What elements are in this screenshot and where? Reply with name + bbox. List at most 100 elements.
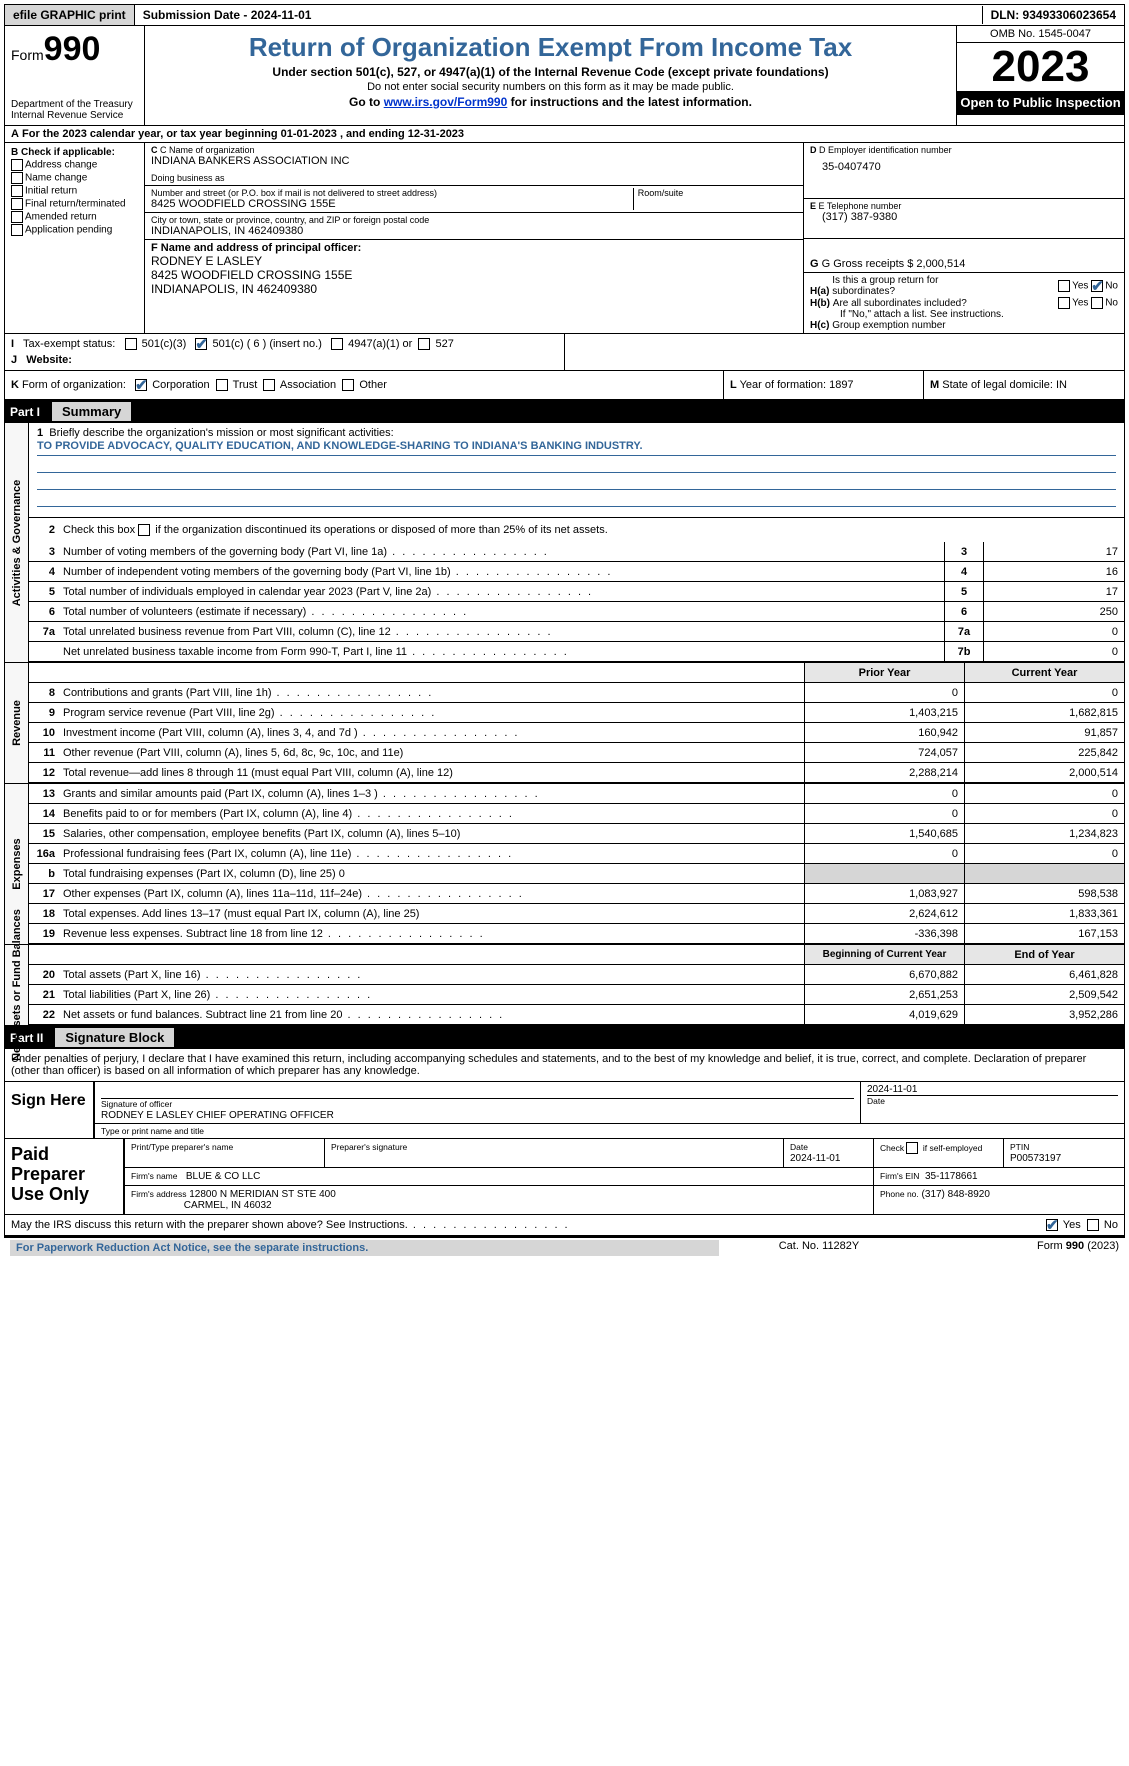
discuss-text: May the IRS discuss this return with the… [11,1219,1046,1231]
officer-addr2: INDIANAPOLIS, IN 462409380 [151,282,797,296]
chk-4947[interactable] [331,338,343,350]
gross-receipts-label: G Gross receipts $ [822,258,914,270]
paid-preparer-block: Paid Preparer Use Only Print/Type prepar… [4,1139,1125,1215]
tax-year: 2023 [957,43,1124,91]
form-org-label: Form of organization: [22,379,126,391]
form-990-page: efile GRAPHIC print Submission Date - 20… [0,0,1129,1262]
vlabel-net-assets: Net Assets or Fund Balances [5,945,29,1025]
sig-name-label: Type or print name and title [95,1124,210,1138]
chk-self-employed[interactable] [906,1142,918,1154]
chk-527[interactable] [418,338,430,350]
state-domicile: M State of legal domicile: IN [924,371,1124,399]
chk-final-return[interactable]: Final return/terminated [11,198,138,210]
h-a-text: Is this a group return for subordinates? [832,275,982,297]
line-8: 8Contributions and grants (Part VIII, li… [29,683,1124,703]
part-1-header: Part I Summary [4,400,1125,423]
row-i-right [565,334,1124,370]
chk-assoc[interactable] [263,379,275,391]
cat-no: Cat. No. 11282Y [719,1240,919,1256]
open-to-public: Open to Public Inspection [957,91,1124,115]
city-label: City or town, state or province, country… [151,215,797,225]
goto-pre: Go to [349,95,384,109]
row-k-form-org: K Form of organization: Corporation Trus… [5,371,724,399]
chk-address-change[interactable]: Address change [11,159,138,171]
subtitle-2: Do not enter social security numbers on … [153,81,948,93]
discuss-yesno: Yes No [1046,1219,1118,1231]
subtitle-1: Under section 501(c), 527, or 4947(a)(1)… [153,65,948,79]
header-left: Form990 Department of the Treasury Inter… [5,26,145,125]
signature-intro: Under penalties of perjury, I declare th… [4,1049,1125,1082]
city-box: City or town, state or province, country… [145,213,803,240]
chk-name-change[interactable]: Name change [11,172,138,184]
h-b-text: Are all subordinates included? [833,298,983,309]
paperwork-notice: For Paperwork Reduction Act Notice, see … [10,1240,719,1256]
line-5: 5Total number of individuals employed in… [29,582,1124,602]
officer-name: RODNEY E LASLEY [151,254,797,268]
row-i: I Tax-exempt status: 501(c)(3) 501(c) ( … [5,334,565,370]
chk-corp[interactable] [135,379,147,391]
street-label: Number and street (or P.O. box if mail i… [151,188,629,198]
line-18: 18Total expenses. Add lines 13–17 (must … [29,904,1124,924]
line-4: 4Number of independent voting members of… [29,562,1124,582]
preparer-sig-label: Preparer's signature [331,1142,407,1152]
dln: DLN: 93493306023654 [983,6,1124,24]
vlabel-revenue: Revenue [5,663,29,783]
line-7a: 7aTotal unrelated business revenue from … [29,622,1124,642]
h-note: If "No," attach a list. See instructions… [810,309,1118,320]
chk-application-pending[interactable]: Application pending [11,224,138,236]
irs-link[interactable]: www.irs.gov/Form990 [384,95,508,109]
footer: For Paperwork Reduction Act Notice, see … [4,1236,1125,1258]
firm-addr1: 12800 N MERIDIAN ST STE 400 [189,1189,336,1200]
topbar: efile GRAPHIC print Submission Date - 20… [4,4,1125,26]
ein-label: D Employer identification number [819,145,952,155]
footer-form: Form 990 (2023) [919,1240,1119,1256]
phone-label: E Telephone number [819,201,902,211]
street-value: 8425 WOODFIELD CROSSING 155E [151,198,629,210]
box-d: D D Employer identification number 35-04… [804,143,1124,199]
subtitle-3: Go to www.irs.gov/Form990 for instructio… [153,95,948,109]
sig-officer-name: RODNEY E LASLEY CHIEF OPERATING OFFICER [101,1110,334,1121]
website-label: Website: [26,354,72,366]
chk-501c[interactable] [195,338,207,350]
sign-here-label: Sign Here [5,1082,95,1138]
efile-print-button[interactable]: efile GRAPHIC print [5,5,135,25]
tax-exempt-label: Tax-exempt status: [23,338,115,350]
line-15: 15Salaries, other compensation, employee… [29,824,1124,844]
chk-discuss-no[interactable] [1087,1219,1099,1231]
discuss-row: May the IRS discuss this return with the… [4,1215,1125,1236]
chk-amended-return[interactable]: Amended return [11,211,138,223]
net-assets-header: Beginning of Current YearEnd of Year [29,945,1124,965]
box-e: E E Telephone number (317) 387-9380 [804,199,1124,239]
revenue-header: Prior YearCurrent Year [29,663,1124,683]
chk-initial-return[interactable]: Initial return [11,185,138,197]
part1-governance: Activities & Governance 1 Briefly descri… [4,423,1125,663]
line-17: 17Other expenses (Part IX, column (A), l… [29,884,1124,904]
room-label: Room/suite [638,188,797,198]
chk-discontinued[interactable] [138,524,150,536]
sig-officer-label: Signature of officer [101,1099,172,1109]
chk-discuss-yes[interactable] [1046,1219,1058,1231]
org-name-box: C C Name of organization INDIANA BANKERS… [145,143,803,186]
chk-501c3[interactable] [125,338,137,350]
line-21: 21Total liabilities (Part X, line 26)2,6… [29,985,1124,1005]
firm-phone: (317) 848-8920 [922,1189,990,1200]
form-prefix: Form [11,47,44,63]
chk-trust[interactable] [216,379,228,391]
preparer-date: 2024-11-01 [790,1153,840,1164]
part-1-title: Summary [52,402,131,421]
line-19: 19Revenue less expenses. Subtract line 1… [29,924,1124,944]
goto-post: for instructions and the latest informat… [507,95,752,109]
principal-officer-label: F Name and address of principal officer: [151,242,361,254]
line-a-tax-year: A For the 2023 calendar year, or tax yea… [4,126,1125,143]
line-13: 13Grants and similar amounts paid (Part … [29,784,1124,804]
vlabel-governance: Activities & Governance [5,423,29,662]
chk-other[interactable] [342,379,354,391]
part-1-num: Part I [10,405,52,419]
line-7b: Net unrelated business taxable income fr… [29,642,1124,662]
form-title: Return of Organization Exempt From Incom… [153,32,948,63]
header-title-block: Return of Organization Exempt From Incom… [145,26,956,125]
line-9: 9Program service revenue (Part VIII, lin… [29,703,1124,723]
city-value: INDIANAPOLIS, IN 462409380 [151,225,797,237]
officer-addr1: 8425 WOODFIELD CROSSING 155E [151,268,797,282]
sig-date-label: Date [867,1096,885,1106]
